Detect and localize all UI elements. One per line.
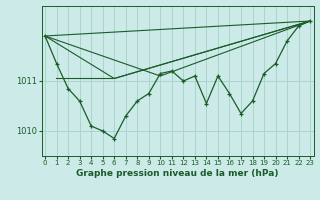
X-axis label: Graphe pression niveau de la mer (hPa): Graphe pression niveau de la mer (hPa) — [76, 169, 279, 178]
